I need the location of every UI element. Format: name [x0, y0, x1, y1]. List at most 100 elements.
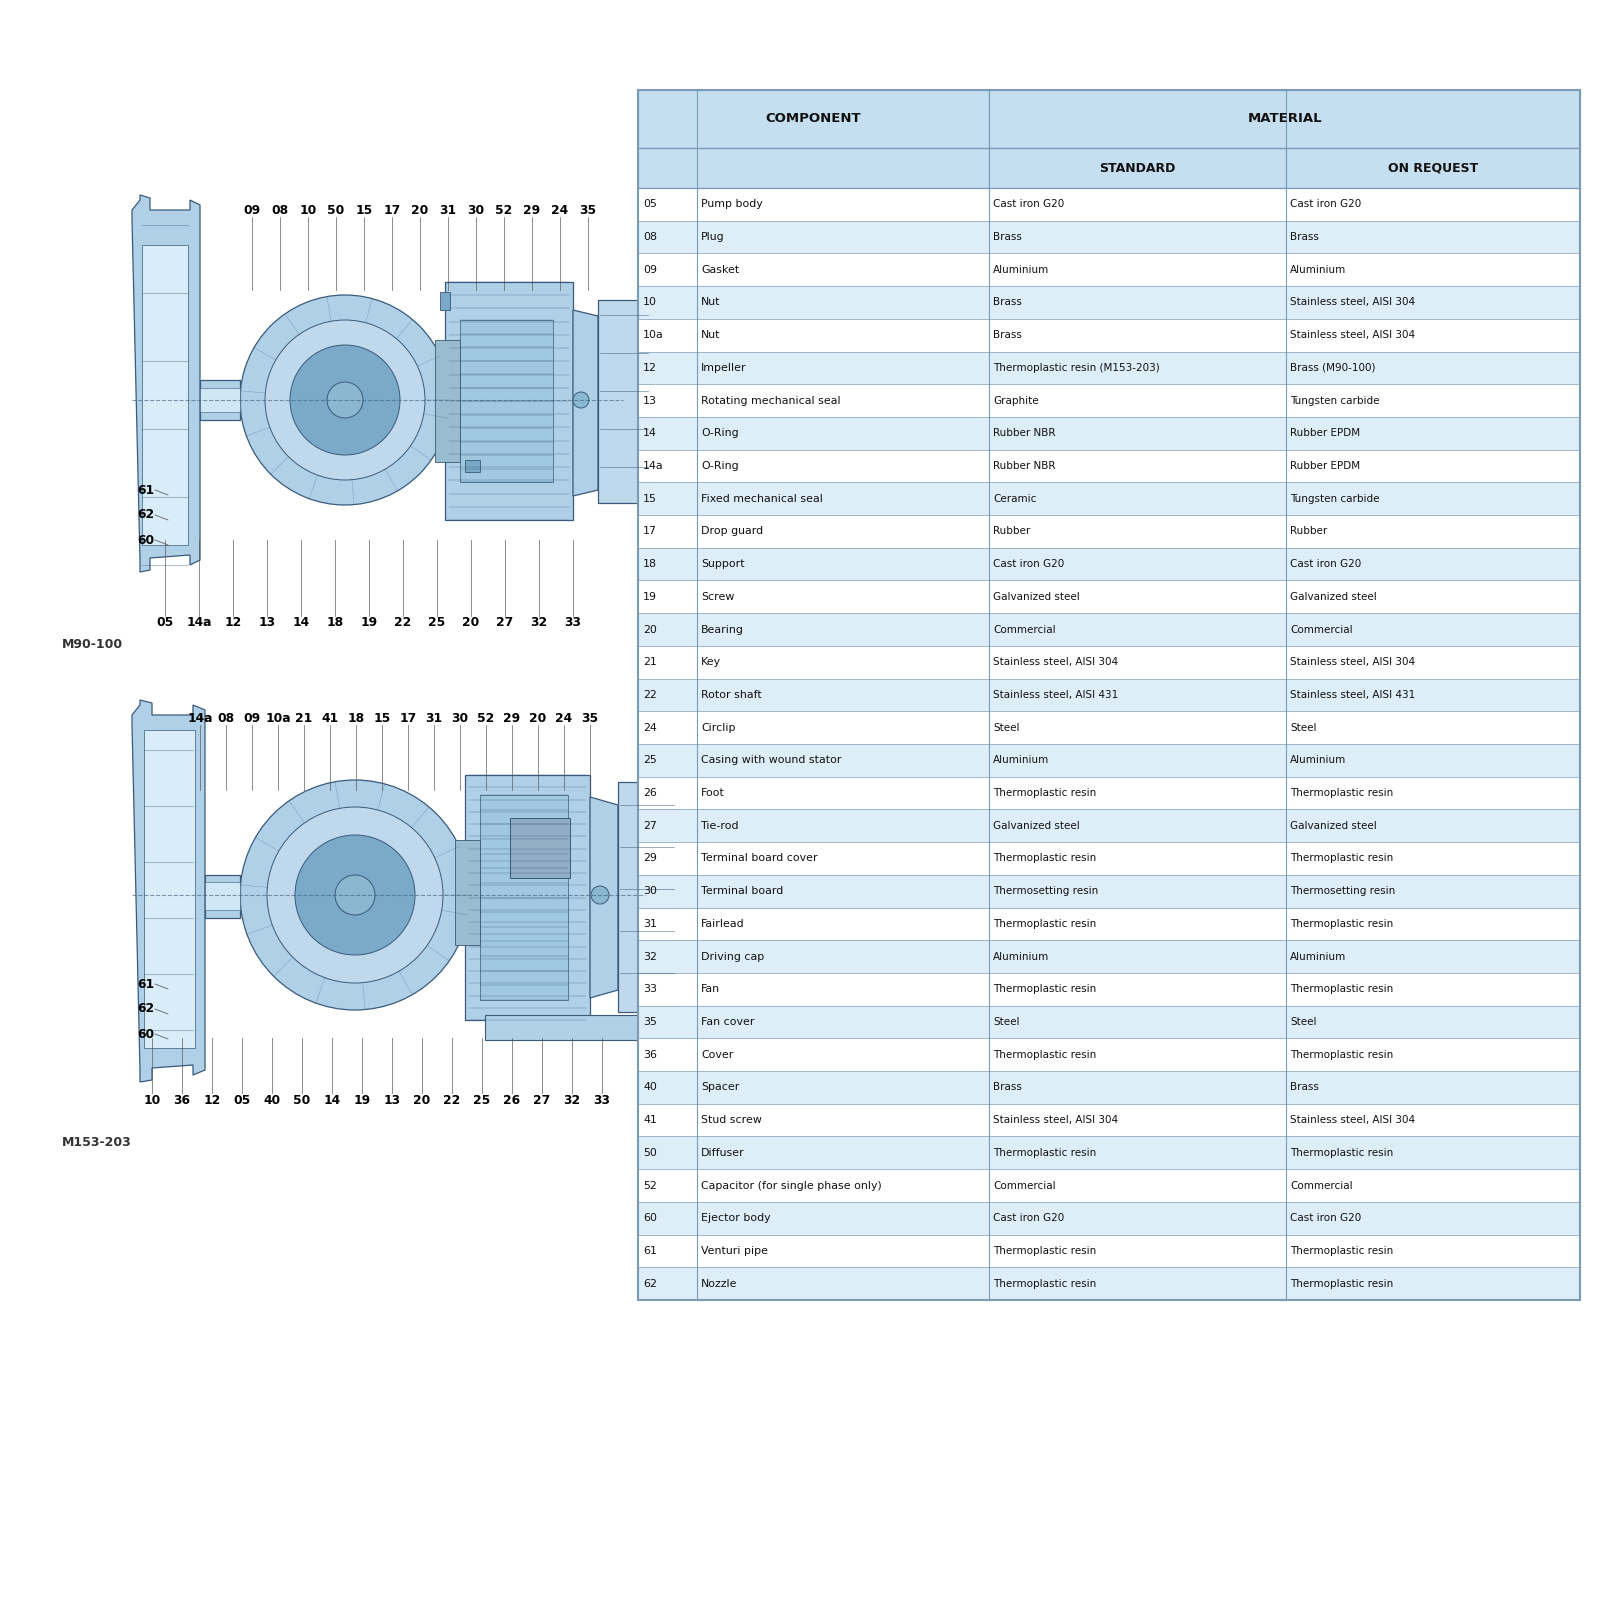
- Bar: [638, 221, 1581, 253]
- Text: 27: 27: [496, 616, 514, 629]
- Text: 17: 17: [643, 526, 658, 536]
- Text: 33: 33: [565, 616, 581, 629]
- Text: 30: 30: [643, 886, 658, 896]
- Text: Graphite: Graphite: [994, 395, 1038, 405]
- Text: Thermoplastic resin: Thermoplastic resin: [1290, 918, 1394, 930]
- Text: 08: 08: [272, 203, 288, 216]
- Text: Thermoplastic resin: Thermoplastic resin: [994, 789, 1096, 798]
- Text: Key: Key: [701, 658, 722, 667]
- Text: Steel: Steel: [1290, 723, 1317, 733]
- Bar: [205, 875, 240, 918]
- Text: 09: 09: [243, 203, 261, 216]
- Text: Nozzle: Nozzle: [701, 1278, 738, 1288]
- Text: 05: 05: [157, 616, 174, 629]
- Text: 50: 50: [293, 1093, 310, 1107]
- Text: Drop guard: Drop guard: [701, 526, 763, 536]
- Text: 26: 26: [643, 789, 658, 798]
- Circle shape: [573, 392, 589, 408]
- Text: Cover: Cover: [701, 1050, 734, 1059]
- Bar: [638, 875, 1581, 907]
- Text: Thermoplastic resin: Thermoplastic resin: [994, 853, 1096, 864]
- Text: 17: 17: [400, 712, 416, 725]
- Bar: [618, 782, 675, 1013]
- Bar: [638, 187, 1581, 221]
- Bar: [638, 712, 1581, 744]
- Text: 05: 05: [234, 1093, 251, 1107]
- Text: Rubber NBR: Rubber NBR: [994, 429, 1056, 438]
- Bar: [638, 1070, 1581, 1104]
- Text: Driving cap: Driving cap: [701, 952, 765, 962]
- Text: 50: 50: [328, 203, 344, 216]
- Text: Tie-rod: Tie-rod: [701, 821, 739, 830]
- Circle shape: [240, 781, 470, 1010]
- Text: 14: 14: [293, 616, 309, 629]
- Circle shape: [334, 875, 374, 915]
- Text: 31: 31: [643, 918, 658, 930]
- Bar: [638, 1202, 1581, 1235]
- Text: Bearing: Bearing: [701, 624, 744, 635]
- Text: 22: 22: [643, 690, 656, 699]
- Bar: [638, 1104, 1581, 1136]
- Text: Fan cover: Fan cover: [701, 1018, 755, 1027]
- Bar: [638, 744, 1581, 776]
- Text: Spacer: Spacer: [701, 1083, 739, 1093]
- Text: Brass: Brass: [994, 1083, 1022, 1093]
- Text: Thermoplastic resin: Thermoplastic resin: [1290, 1050, 1394, 1059]
- Bar: [638, 318, 1581, 352]
- Text: Fan: Fan: [701, 984, 720, 994]
- Text: 27: 27: [533, 1093, 550, 1107]
- Text: 19: 19: [360, 616, 378, 629]
- Text: Rubber: Rubber: [1290, 526, 1328, 536]
- Bar: [638, 90, 989, 149]
- Text: STANDARD: STANDARD: [1099, 162, 1176, 174]
- Text: Casing with wound stator: Casing with wound stator: [701, 755, 842, 765]
- Text: 10: 10: [299, 203, 317, 216]
- Text: 14: 14: [323, 1093, 341, 1107]
- Text: 61: 61: [138, 483, 154, 496]
- Text: 12: 12: [643, 363, 658, 373]
- Circle shape: [590, 886, 610, 904]
- Text: 62: 62: [138, 509, 154, 522]
- Text: 52: 52: [643, 1181, 656, 1190]
- Text: 13: 13: [384, 1093, 400, 1107]
- Text: 12: 12: [203, 1093, 221, 1107]
- Text: Cast iron G20: Cast iron G20: [994, 1213, 1064, 1224]
- Text: Rotating mechanical seal: Rotating mechanical seal: [701, 395, 842, 405]
- Text: Galvanized steel: Galvanized steel: [1290, 592, 1378, 602]
- Bar: [638, 581, 1581, 613]
- Text: 20: 20: [530, 712, 547, 725]
- Text: 14a: 14a: [643, 461, 664, 470]
- Text: Ejector body: Ejector body: [701, 1213, 771, 1224]
- Bar: [1286, 149, 1581, 187]
- Text: MATERIAL: MATERIAL: [1248, 112, 1322, 125]
- Text: 17: 17: [384, 203, 400, 216]
- Text: 14a: 14a: [187, 712, 213, 725]
- Text: 60: 60: [138, 1027, 154, 1040]
- Text: Tungsten carbide: Tungsten carbide: [1290, 395, 1379, 405]
- Text: 20: 20: [462, 616, 480, 629]
- Text: 13: 13: [259, 616, 275, 629]
- Bar: [989, 90, 1581, 149]
- Text: 52: 52: [477, 712, 494, 725]
- Text: Rubber EPDM: Rubber EPDM: [1290, 429, 1360, 438]
- Text: 22: 22: [394, 616, 411, 629]
- Text: 29: 29: [523, 203, 541, 216]
- Text: Aluminium: Aluminium: [1290, 952, 1346, 962]
- Text: Nut: Nut: [701, 330, 722, 341]
- Text: 27: 27: [643, 821, 658, 830]
- Circle shape: [326, 382, 363, 418]
- Text: 15: 15: [373, 712, 390, 725]
- Text: Brass: Brass: [994, 298, 1022, 307]
- Text: 25: 25: [474, 1093, 491, 1107]
- Text: Thermoplastic resin: Thermoplastic resin: [1290, 984, 1394, 994]
- Bar: [638, 842, 1581, 875]
- Bar: [638, 646, 1581, 678]
- Text: Thermoplastic resin: Thermoplastic resin: [1290, 1147, 1394, 1158]
- Text: Thermoplastic resin: Thermoplastic resin: [1290, 853, 1394, 864]
- Text: Nut: Nut: [701, 298, 722, 307]
- Bar: [200, 387, 240, 411]
- Bar: [638, 482, 1581, 515]
- Text: Brass (M90-100): Brass (M90-100): [1290, 363, 1376, 373]
- Text: 24: 24: [552, 203, 568, 216]
- Text: Stainless steel, AISI 304: Stainless steel, AISI 304: [1290, 298, 1416, 307]
